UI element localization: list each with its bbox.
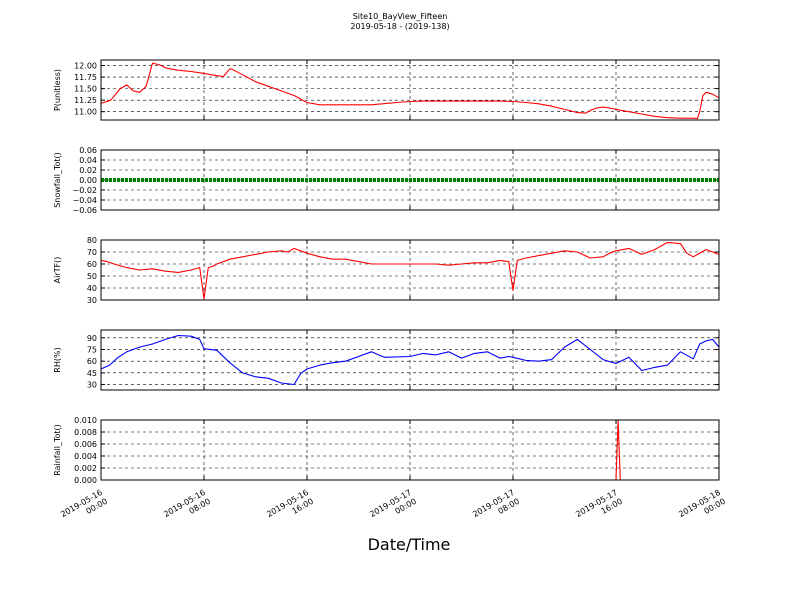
y-tick-label: 11.50 [74, 85, 97, 94]
y-axis-label: Rainfall_Tot() [53, 424, 62, 476]
y-tick-label: −0.02 [72, 186, 97, 195]
x-tick-label: 2019-05-1608:00 [162, 488, 212, 528]
x-tick-label: 2019-05-1800:00 [677, 488, 727, 528]
figure-title: Site10_BayView_Fifteen [353, 12, 448, 21]
y-tick-label: −0.04 [72, 196, 97, 205]
y-tick-label: 0.00 [79, 176, 97, 185]
figure-subtitle: 2019-05-18 - (2019-138) [350, 22, 449, 31]
y-tick-label: 0.000 [74, 476, 97, 485]
series-line [100, 334, 720, 386]
x-tick-label: 2019-05-1708:00 [471, 488, 521, 528]
x-tick-label: 2019-05-1700:00 [368, 488, 418, 528]
panel-pressure: 11.00 11.25 11.50 11.75 12.00 P(unitless) [53, 59, 720, 121]
series-line [100, 62, 720, 120]
y-tick-label: 30 [87, 381, 97, 390]
x-tick-label: 2019-05-1600:00 [59, 488, 109, 528]
y-tick-label: 0.04 [79, 156, 97, 165]
y-tick-label: 75 [87, 345, 97, 354]
panels: 11.00 11.25 11.50 11.75 12.00 P(unitless) −0.0… [53, 59, 727, 528]
x-tick-label: 2019-05-1616:00 [265, 488, 315, 528]
y-tick-label: 60 [87, 357, 97, 366]
y-tick-label: 0.006 [74, 440, 97, 449]
y-tick-label: 0.02 [79, 166, 97, 175]
y-tick-label: 45 [87, 369, 97, 378]
y-tick-label: 12.00 [74, 62, 97, 71]
y-tick-label: 40 [87, 284, 97, 293]
y-axis-label: AirTF() [53, 257, 62, 284]
axes-frame [100, 59, 720, 121]
y-tick-label: 90 [87, 334, 97, 343]
x-axis-label: Date/Time [368, 535, 451, 554]
axes-frame [100, 329, 720, 391]
y-tick-label: 0.002 [74, 464, 97, 473]
y-tick-label: 0.010 [74, 416, 97, 425]
panel-snowfall: −0.06−0.04−0.020.000.020.040.06 Snowfall_… [53, 146, 720, 215]
y-tick-label: 0.06 [79, 146, 97, 155]
panel-airtemp: 30 40 50 60 70 80 AirTF() [53, 236, 720, 305]
series-line [100, 241, 720, 300]
axes-frame [100, 239, 720, 301]
y-tick-label: 0.004 [74, 452, 97, 461]
y-tick-label: 11.00 [74, 108, 97, 117]
panel-rh: 30 45 60 75 90 RH(%) [53, 329, 720, 391]
x-tick-label: 2019-05-1716:00 [574, 488, 624, 528]
y-axis-label: Snowfall_Tot() [53, 152, 62, 208]
panel-rainfall: 0.000 0.002 0.004 0.006 0.008 0.010 Rainfall_T… [53, 416, 720, 485]
y-tick-label: 60 [87, 260, 97, 269]
y-tick-label: 11.25 [74, 96, 97, 105]
y-tick-label: 30 [87, 296, 97, 305]
y-axis-label: RH(%) [53, 347, 62, 372]
y-tick-label: −0.06 [72, 206, 97, 215]
y-axis-label: P(unitless) [53, 69, 62, 111]
axes-frame [100, 149, 720, 211]
y-tick-label: 0.008 [74, 428, 97, 437]
y-tick-label: 11.75 [74, 73, 97, 82]
y-tick-label: 80 [87, 236, 97, 245]
y-tick-label: 50 [87, 272, 97, 281]
axes-frame [100, 419, 720, 481]
y-tick-label: 70 [87, 248, 97, 257]
